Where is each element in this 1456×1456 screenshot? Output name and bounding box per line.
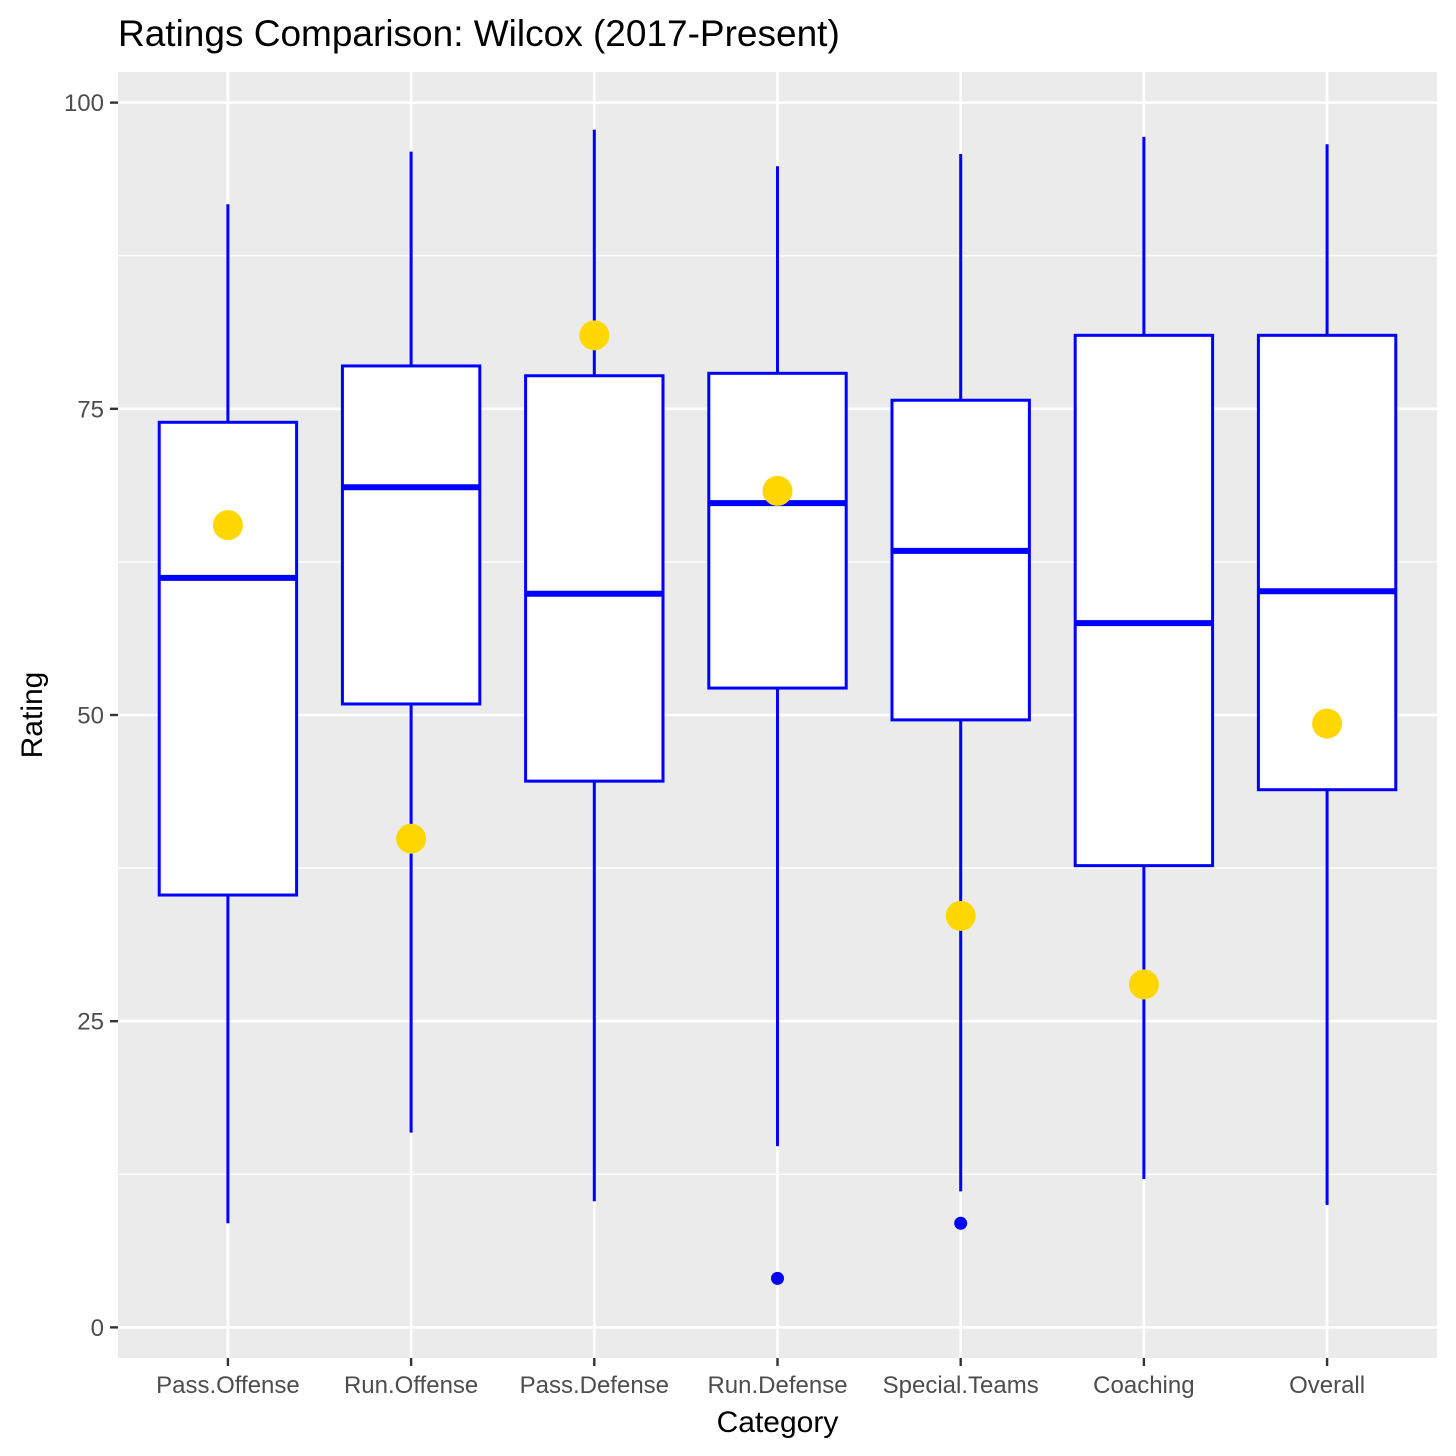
box: [340, 364, 482, 706]
x-tick-label: Pass.Offense: [156, 1372, 300, 1399]
y-tick-label: 75: [77, 396, 104, 423]
outlier-point: [954, 1216, 968, 1230]
highlight-point: [579, 320, 610, 351]
highlight-point: [1312, 708, 1343, 739]
y-axis: 0 25 50 75 100: [64, 90, 118, 1342]
x-tick-label: Run.Defense: [707, 1372, 847, 1399]
y-axis-title: Rating: [16, 672, 49, 759]
whiskers: [226, 129, 1329, 1224]
chart-title: Ratings Comparison: Wilcox (2017-Present…: [118, 13, 840, 54]
highlight-points: [212, 320, 1343, 1000]
x-tick-label: Overall: [1289, 1372, 1365, 1399]
highlight-point: [396, 823, 427, 854]
highlight-point: [212, 510, 243, 541]
box: [157, 420, 299, 897]
y-tick-label: 50: [77, 703, 104, 730]
boxes: [157, 333, 1398, 897]
outlier-point: [771, 1271, 784, 1285]
y-tick-label: 25: [77, 1009, 104, 1036]
y-tick-label: 100: [64, 90, 104, 117]
highlight-point: [945, 900, 976, 931]
box: [1073, 333, 1215, 868]
x-tick-label: Coaching: [1093, 1372, 1194, 1399]
x-tick-label: Run.Offense: [344, 1372, 478, 1399]
box: [524, 374, 665, 783]
box: [890, 398, 1031, 722]
highlight-point: [762, 475, 793, 506]
medians: [159, 484, 1396, 627]
box: [707, 371, 848, 690]
outliers: [771, 1216, 968, 1285]
highlight-point: [1128, 969, 1159, 1000]
x-axis: Pass.Offense Run.Offense Pass.Defense Run.D…: [156, 1358, 1365, 1399]
x-tick-label: Special.Teams: [883, 1372, 1039, 1399]
y-tick-label: 0: [91, 1315, 104, 1342]
x-axis-title: Category: [717, 1406, 839, 1439]
x-tick-label: Pass.Defense: [520, 1372, 669, 1399]
